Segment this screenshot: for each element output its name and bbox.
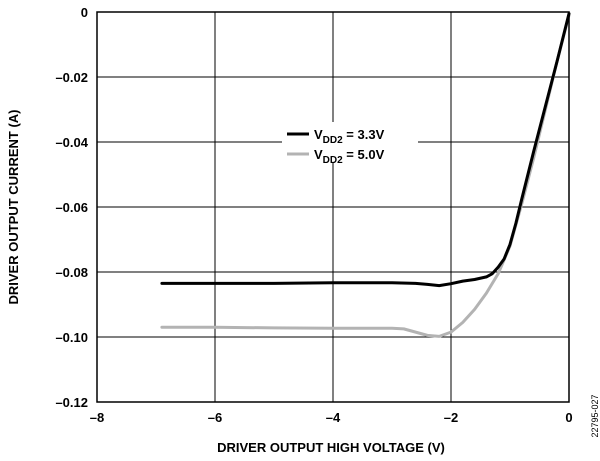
x-tick-label: 0 — [565, 410, 572, 425]
x-axis-title: DRIVER OUTPUT HIGH VOLTAGE (V) — [217, 440, 445, 455]
grid-lines — [97, 12, 569, 402]
y-tick-label: –0.04 — [55, 135, 88, 150]
y-tick-label: –0.12 — [55, 395, 88, 410]
series-layer — [160, 12, 571, 338]
x-tick-label: –6 — [208, 410, 222, 425]
figure-id: 22795-027 — [590, 394, 600, 437]
plot-frame — [96, 11, 570, 403]
y-axis-title: DRIVER OUTPUT CURRENT (A) — [6, 110, 21, 305]
series-line-vdd2-3-3v — [160, 12, 571, 288]
legend-label-vdd2-5-0v: VDD2 = 5.0V — [314, 147, 385, 166]
y-tick-label: –0.06 — [55, 200, 88, 215]
y-tick-label: –0.08 — [55, 265, 88, 280]
tick-labels: –8 –6 –4 –2 0 0 –0.02 –0.04 –0.06 –0.08 –0.10 –0.12 — [55, 5, 572, 425]
legend-label-vdd2-3-3v: VDD2 = 3.3V — [314, 127, 385, 146]
y-tick-label: –0.10 — [55, 330, 88, 345]
x-tick-label: –8 — [90, 410, 104, 425]
y-tick-label: 0 — [81, 5, 88, 20]
x-tick-label: –4 — [326, 410, 341, 425]
y-tick-label: –0.02 — [55, 70, 88, 85]
series-line-vdd2-5-0v — [160, 13, 571, 338]
x-tick-label: –2 — [444, 410, 458, 425]
